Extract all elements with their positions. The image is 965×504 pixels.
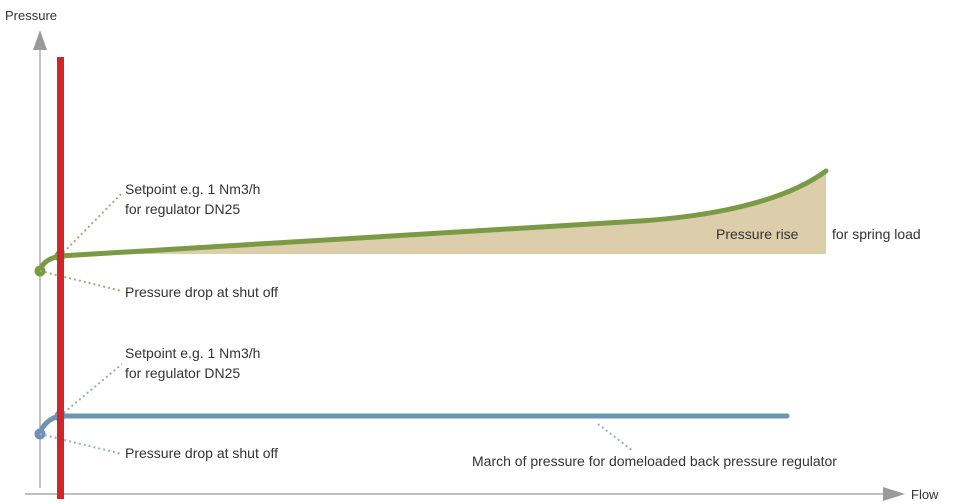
dome-setpoint-label-line1: Setpoint e.g. 1 Nm3/h: [125, 345, 260, 361]
dome-drop-label: Pressure drop at shut off: [125, 445, 278, 461]
spring-setpoint-label-line2: for regulator DN25: [125, 201, 240, 217]
y-axis-arrow: [33, 30, 47, 50]
x-axis-arrow: [883, 487, 905, 501]
x-axis-label: Flow: [911, 487, 939, 502]
dome-drop-leader: [39, 433, 123, 455]
spring-setpoint-label-line1: Setpoint e.g. 1 Nm3/h: [125, 181, 260, 197]
march-label: March of pressure for domeloaded back pr…: [472, 453, 837, 469]
spring-load-label: for spring load: [832, 226, 921, 242]
spring-drop-label: Pressure drop at shut off: [125, 284, 278, 300]
pressure-rise-area: [60, 171, 826, 256]
pressure-rise-label: Pressure rise: [716, 226, 799, 242]
dome-setpoint-leader: [59, 363, 123, 417]
spring-load-curve: [37, 168, 829, 274]
domeloaded-curve: [37, 413, 790, 437]
march-leader: [597, 423, 634, 452]
spring-setpoint-leader: [59, 192, 123, 257]
dome-setpoint-label-line2: for regulator DN25: [125, 365, 240, 381]
spring-drop-leader: [39, 270, 123, 292]
shut-off-line: [57, 57, 64, 499]
y-axis-label: Pressure: [5, 8, 57, 23]
